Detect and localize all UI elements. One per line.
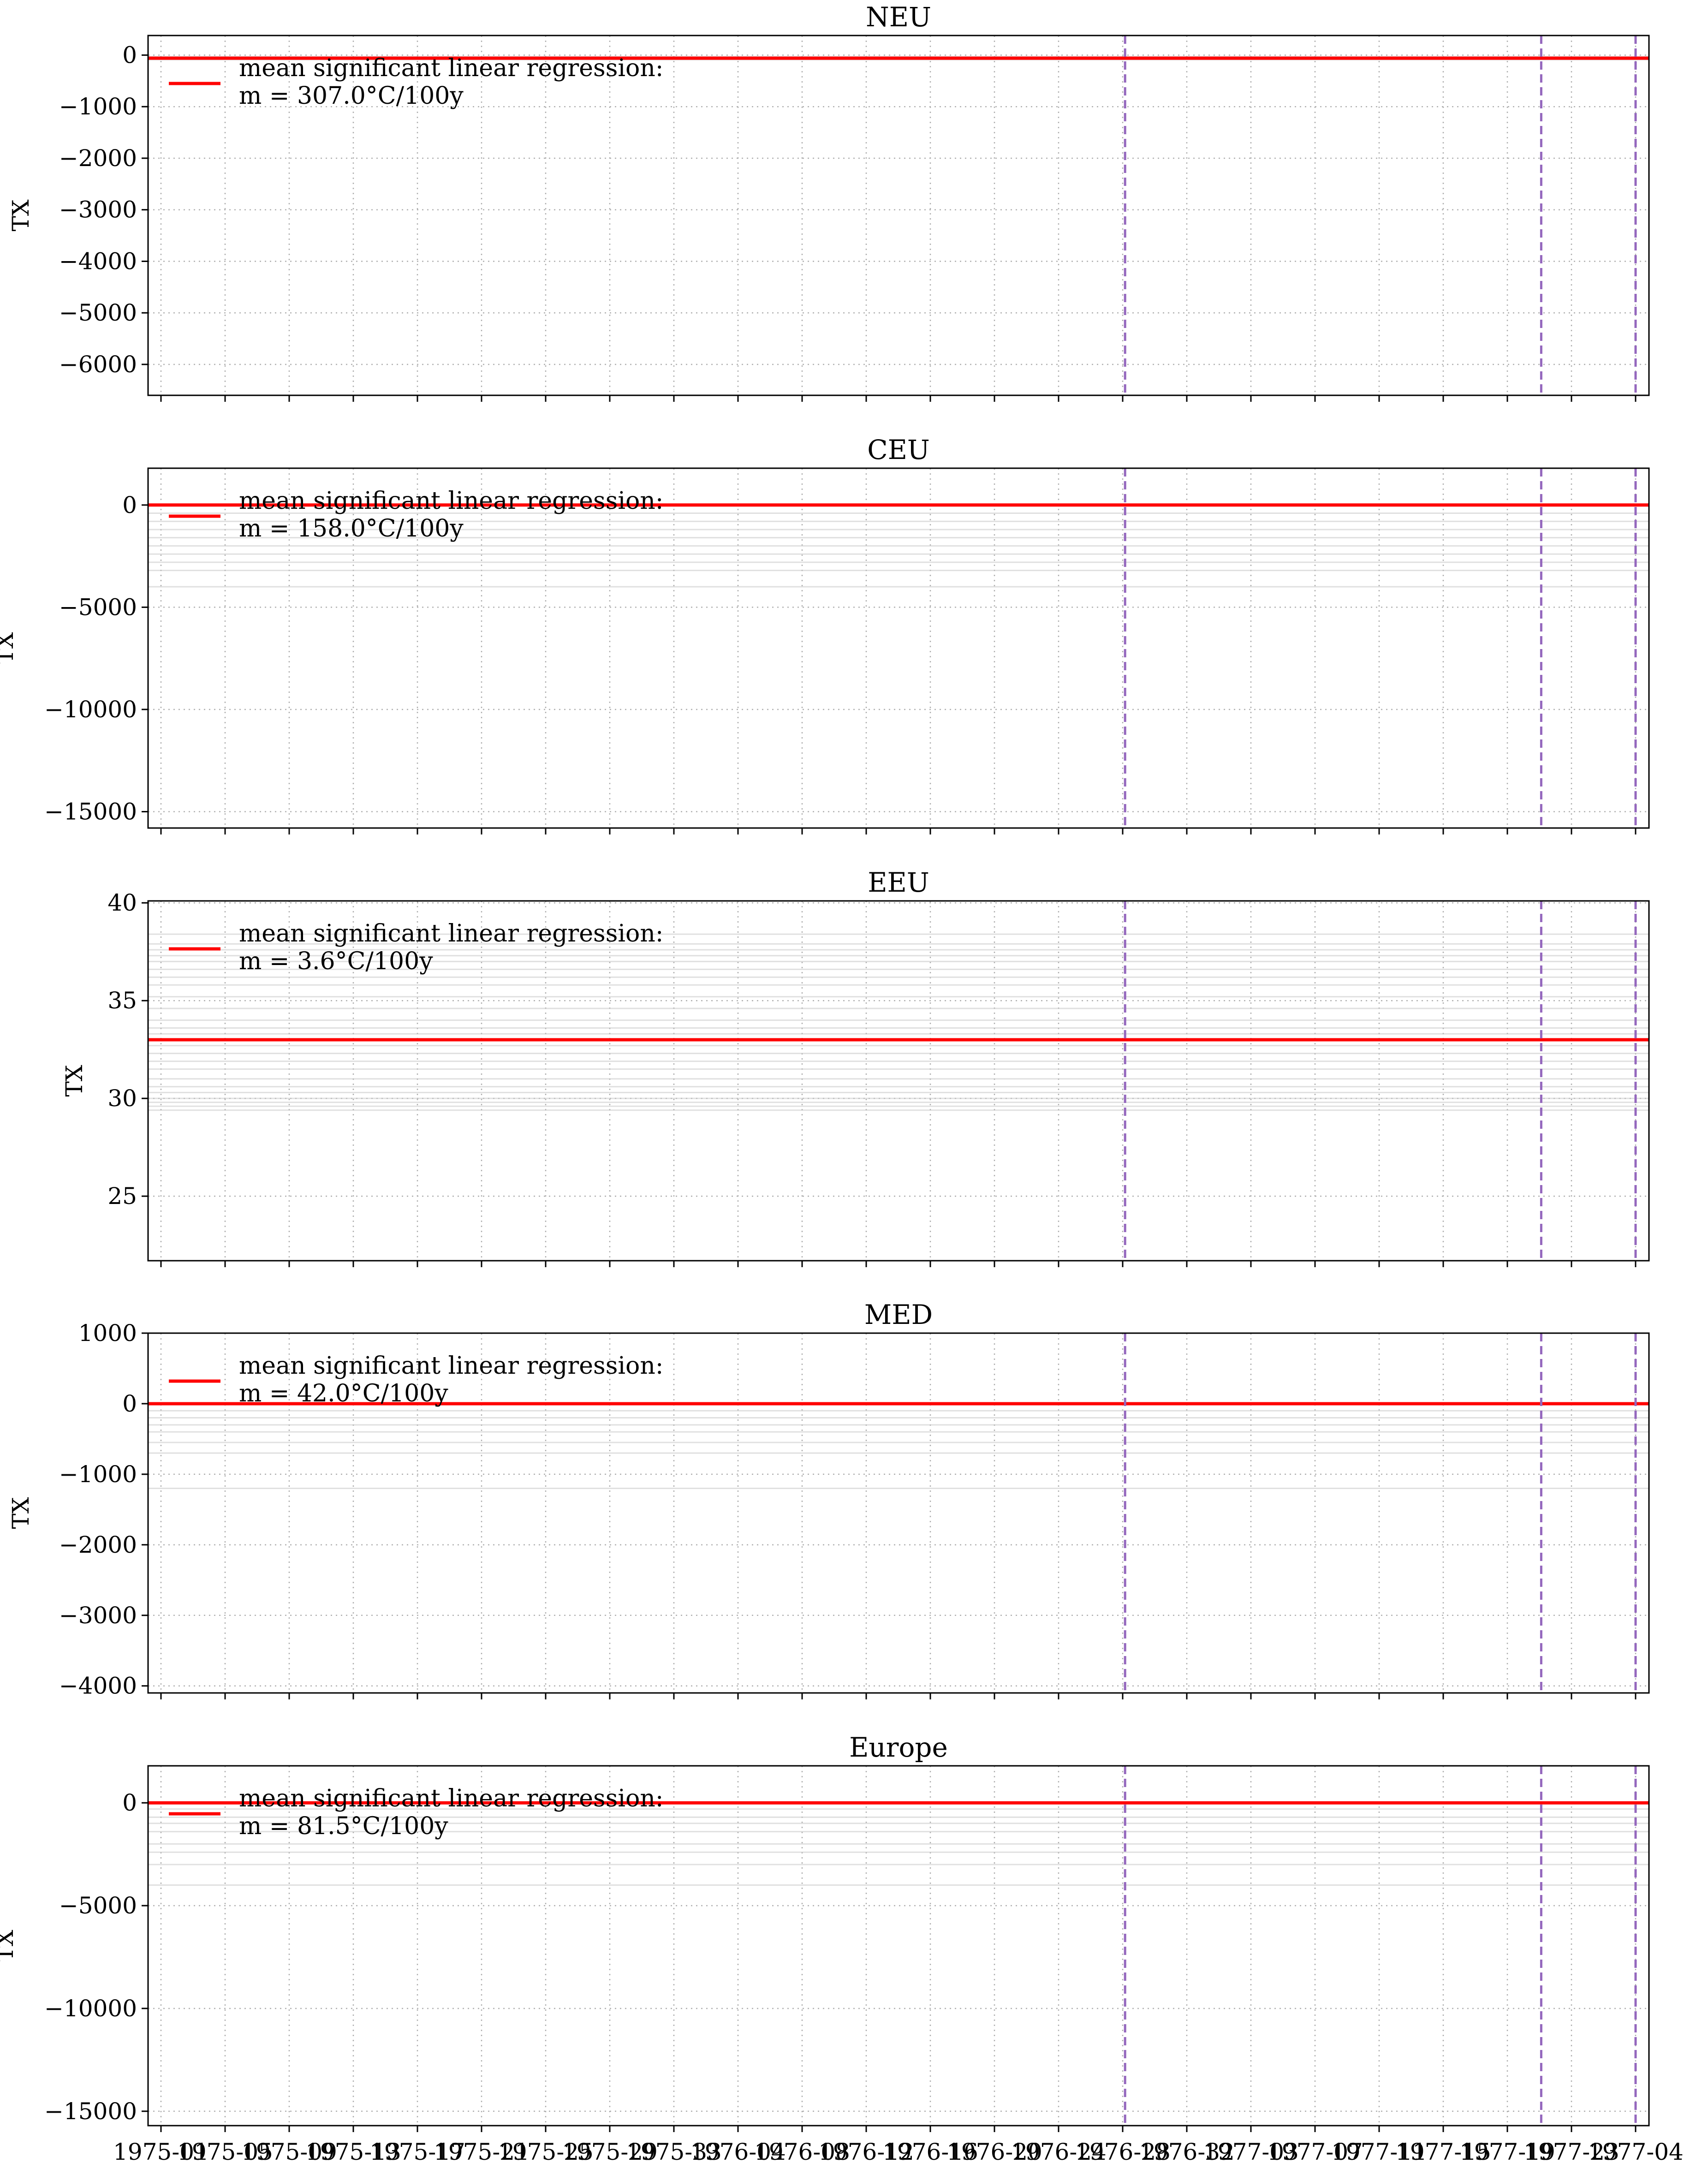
x-tick-label: 1976-12 — [818, 2139, 914, 2163]
x-tick-label: 1977-23 — [1524, 2139, 1619, 2163]
axes-frame — [147, 900, 1650, 1262]
y-axis-label: TX — [7, 199, 34, 231]
panel-eeu: 40 35 30 25 EEU TX mean significant linear reg… — [61, 867, 1650, 1267]
y-axis-label: TX — [0, 1930, 18, 1961]
y-tick-label: −6000 — [59, 351, 137, 378]
y-tick-label: −3000 — [59, 1602, 137, 1629]
y-axis-label: TX — [0, 632, 18, 664]
legend: mean significant linear regression:m = 8… — [169, 1785, 663, 1840]
legend: mean significant linear regression:m = 3… — [169, 920, 663, 975]
y-tick-label: 25 — [107, 1183, 137, 1210]
axes-frame — [147, 35, 1650, 396]
legend-slope: m = 81.5°C/100y — [239, 1812, 448, 1840]
y-tick-label: −15000 — [44, 798, 137, 825]
y-tick-label: −2000 — [59, 145, 137, 172]
y-tick-label: −5000 — [59, 299, 137, 326]
x-tick-label: 1977-19 — [1459, 2139, 1555, 2163]
legend-label: mean significant linear regression: — [239, 920, 663, 947]
panel-med: 1000 0 −1000 −2000 −3000 −4000 MED TX mean signi… — [7, 1299, 1650, 1699]
x-tick-label: 1975-21 — [434, 2139, 530, 2163]
legend-slope: m = 3.6°C/100y — [239, 947, 433, 975]
x-tick-label: 1976-32 — [1139, 2139, 1235, 2163]
y-tick-label: −15000 — [44, 2098, 137, 2125]
chart-title: MED — [864, 1299, 933, 1330]
y-tick-label: 35 — [107, 987, 137, 1014]
x-tick-label: 1975-05 — [177, 2139, 273, 2163]
legend: mean significant linear regression:m = 3… — [169, 54, 663, 110]
y-tick-label: −2000 — [59, 1531, 137, 1558]
x-tick-label: 1976-16 — [882, 2139, 978, 2163]
chart-title: Europe — [849, 1732, 948, 1763]
y-tick-label: 30 — [107, 1085, 137, 1112]
y-tick-label: 0 — [122, 1789, 137, 1816]
panel-europe: 0 −5000 −10000 −15000 Europe TX mean significa… — [0, 1732, 1650, 2132]
legend-label: mean significant linear regression: — [239, 487, 663, 515]
x-tick-label: 1976-24 — [1011, 2139, 1107, 2163]
legend-slope: m = 42.0°C/100y — [239, 1380, 448, 1407]
x-tick-label: 1977-07 — [1267, 2139, 1363, 2163]
y-tick-label: −3000 — [59, 197, 137, 223]
x-tick-label: 1977-15 — [1395, 2139, 1491, 2163]
x-tick-label: 1975-29 — [562, 2139, 658, 2163]
y-tick-label: 40 — [107, 889, 137, 916]
legend: mean significant linear regression:m = 1… — [169, 487, 663, 542]
y-tick-label: −4000 — [59, 248, 137, 274]
axes-frame — [147, 1765, 1650, 2127]
x-tick-label: 1976-20 — [946, 2139, 1042, 2163]
x-tick-label: 1975-09 — [241, 2139, 337, 2163]
x-tick-label: 1975-25 — [498, 2139, 594, 2163]
y-axis-label: TX — [61, 1065, 88, 1096]
axes-frame — [147, 467, 1650, 829]
x-tick-label: 1975-13 — [305, 2139, 401, 2163]
y-tick-label: −4000 — [59, 1673, 137, 1699]
y-axis-label: TX — [7, 1497, 34, 1529]
y-tick-label: −5000 — [59, 1892, 137, 1919]
panel-neu: 0 −1000 −2000 −3000 −4000 −5000 −6000 NEU TX mean… — [7, 1, 1650, 402]
x-tick-label: 1976-04 — [690, 2139, 786, 2163]
y-tick-label: 0 — [122, 492, 137, 518]
x-tick-label: 1975-33 — [626, 2139, 722, 2163]
y-tick-label: 0 — [122, 42, 137, 68]
axes-frame — [147, 1332, 1650, 1694]
panel-ceu: 0 −5000 −10000 −15000 CEU TX mean significant … — [0, 434, 1650, 834]
y-tick-label: −1000 — [59, 1461, 137, 1488]
y-tick-label: 1000 — [78, 1320, 137, 1347]
x-tick-label: 1977-03 — [1203, 2139, 1299, 2163]
legend-slope: m = 158.0°C/100y — [239, 515, 464, 542]
legend-label: mean significant linear regression: — [239, 1785, 663, 1812]
y-tick-label: −10000 — [44, 696, 137, 723]
chart-title: CEU — [867, 434, 930, 465]
x-axis-tick-labels: 1975-011975-051975-091975-131975-171975-… — [113, 2139, 1684, 2163]
chart-title: EEU — [868, 867, 929, 898]
legend-label: mean significant linear regression: — [239, 1352, 663, 1380]
x-tick-label: 1977-04 — [1588, 2139, 1684, 2163]
y-tick-label: −10000 — [44, 1995, 137, 2022]
x-tick-label: 1975-01 — [113, 2139, 209, 2163]
y-tick-label: 0 — [122, 1390, 137, 1417]
legend-slope: m = 307.0°C/100y — [239, 82, 464, 110]
y-tick-label: −5000 — [59, 594, 137, 620]
x-tick-label: 1977-11 — [1331, 2139, 1427, 2163]
x-tick-label: 1976-08 — [754, 2139, 850, 2163]
x-tick-label: 1976-28 — [1075, 2139, 1171, 2163]
legend: mean significant linear regression:m = 4… — [169, 1352, 663, 1407]
x-tick-label: 1975-17 — [369, 2139, 465, 2163]
legend-label: mean significant linear regression: — [239, 54, 663, 82]
y-tick-label: −1000 — [59, 93, 137, 120]
chart-title: NEU — [866, 1, 931, 33]
